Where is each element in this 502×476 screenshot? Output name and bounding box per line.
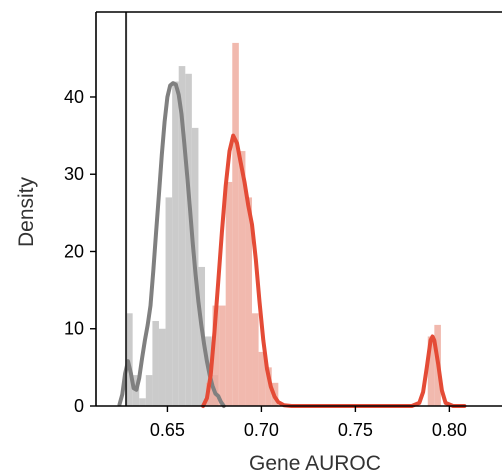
histogram-bar	[172, 81, 179, 406]
histogram-bar	[219, 305, 226, 406]
y-axis-label: Density	[15, 176, 38, 247]
histogram-bar	[185, 73, 192, 406]
histogram-bar	[158, 328, 166, 406]
y-tick-label: 30	[64, 164, 84, 184]
histogram-bar	[232, 42, 239, 406]
x-tick-label: 0.75	[338, 420, 373, 440]
plot-area	[117, 12, 467, 408]
histogram-bar	[245, 197, 253, 406]
histogram-bar	[165, 197, 173, 406]
y-tick-label: 0	[74, 396, 84, 416]
histogram-bar	[178, 66, 186, 406]
histogram-bar	[265, 367, 272, 406]
histogram-bar	[238, 151, 246, 406]
x-tick-label: 0.80	[432, 420, 467, 440]
y-tick-label: 20	[64, 241, 84, 261]
histogram-bar	[145, 375, 153, 406]
y-tick-label: 40	[64, 87, 84, 107]
histogram-bar	[252, 313, 259, 406]
histogram-bar	[126, 313, 133, 406]
histogram-bar	[258, 351, 266, 406]
histogram-bar	[225, 181, 233, 406]
x-tick-label: 0.65	[150, 420, 185, 440]
histogram-bar	[139, 398, 146, 406]
kde-line	[201, 133, 467, 408]
axes: 0.65 0.70 0.75 0.80 0 10 20 30 40	[64, 11, 502, 440]
histogram-bar	[212, 305, 220, 406]
kde-line	[117, 81, 226, 408]
x-axis-label: Gene AUROC	[249, 452, 381, 475]
x-tick-label: 0.70	[244, 420, 279, 440]
histogram-bar	[152, 321, 159, 406]
y-tick-label: 10	[64, 319, 84, 339]
histogram-bar	[427, 336, 435, 406]
